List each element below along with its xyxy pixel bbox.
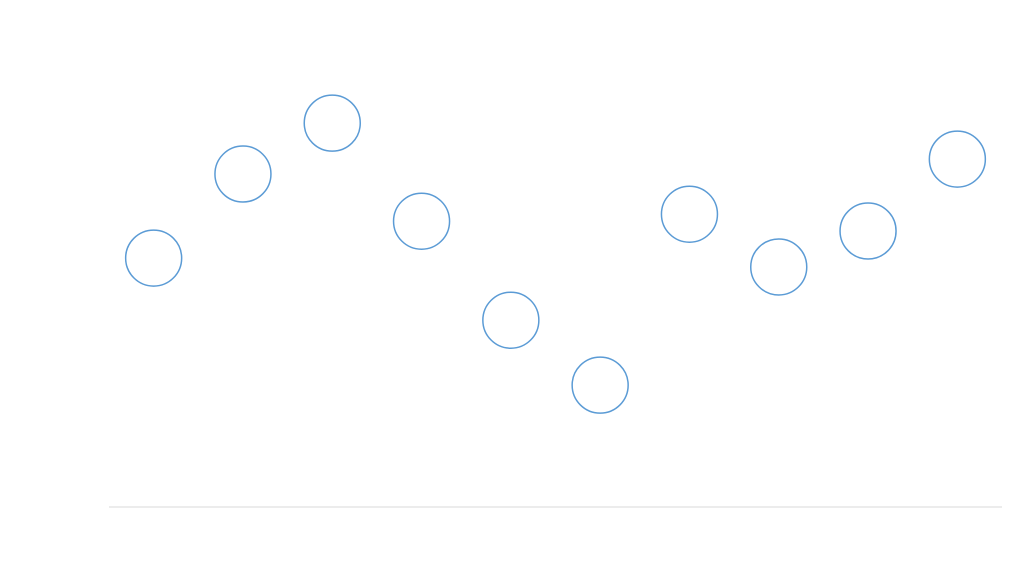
- marker: [214, 145, 272, 203]
- marker: [928, 130, 987, 188]
- marker: [303, 94, 361, 152]
- marker: [750, 238, 808, 296]
- marker: [392, 192, 451, 250]
- marker: [660, 185, 719, 243]
- marker: [571, 356, 629, 414]
- marker: [482, 291, 540, 349]
- marker: [839, 202, 897, 260]
- marker: [124, 229, 183, 287]
